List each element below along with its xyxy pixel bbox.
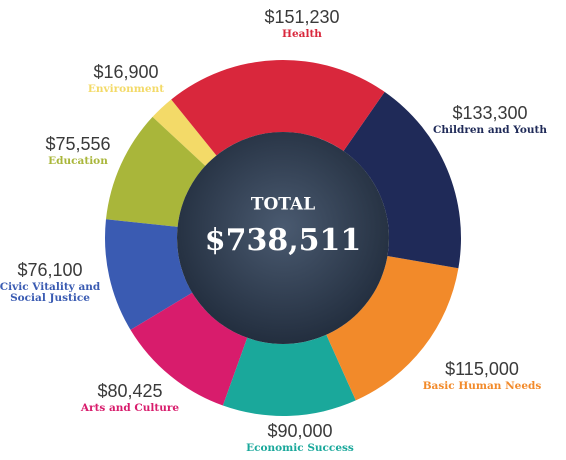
value-label: $133,300 [452, 103, 528, 123]
category-label: Health [282, 27, 322, 40]
category-label: Civic Vitality and Social Justice [0, 280, 101, 305]
slice-label: $115,000 Basic Human Needs [412, 359, 552, 392]
donut-slice [326, 256, 459, 401]
donut-slice [343, 91, 461, 269]
slice-label: $16,900 Environment [61, 62, 191, 95]
category-label: Education [48, 154, 108, 167]
value-label: $115,000 [445, 359, 519, 379]
donut-slice [105, 116, 206, 227]
center-title: TOTAL [251, 195, 315, 215]
value-label: $16,900 [93, 62, 159, 82]
slice-label: $76,100 Civic Vitality and Social Justice [0, 260, 102, 305]
slice-label: $75,556 Education [18, 134, 138, 167]
donut-slice [130, 292, 248, 406]
slice-label: $80,425 Arts and Culture [60, 381, 200, 414]
donut-slice [105, 219, 193, 330]
category-label: Economic Success [246, 441, 354, 454]
value-label: $75,556 [45, 134, 111, 154]
value-label: $90,000 [267, 421, 333, 441]
slice-label: $151,230 Health [232, 7, 372, 40]
slice-label: $90,000 Economic Success [230, 421, 370, 454]
donut-slice [222, 334, 356, 416]
value-label: $76,100 [17, 260, 83, 280]
category-label: Basic Human Needs [422, 379, 542, 392]
category-label: Arts and Culture [80, 401, 180, 414]
category-label: Environment [87, 82, 165, 95]
donut-slice [171, 59, 385, 156]
value-label: $80,425 [97, 381, 163, 401]
donut-slice [152, 99, 217, 166]
value-label: $151,230 [264, 7, 340, 27]
center-total: $738,511 [205, 223, 362, 258]
category-label: Children and Youth [433, 123, 547, 136]
center-disc [177, 132, 389, 344]
slice-label: $133,300 Children and Youth [415, 103, 565, 136]
